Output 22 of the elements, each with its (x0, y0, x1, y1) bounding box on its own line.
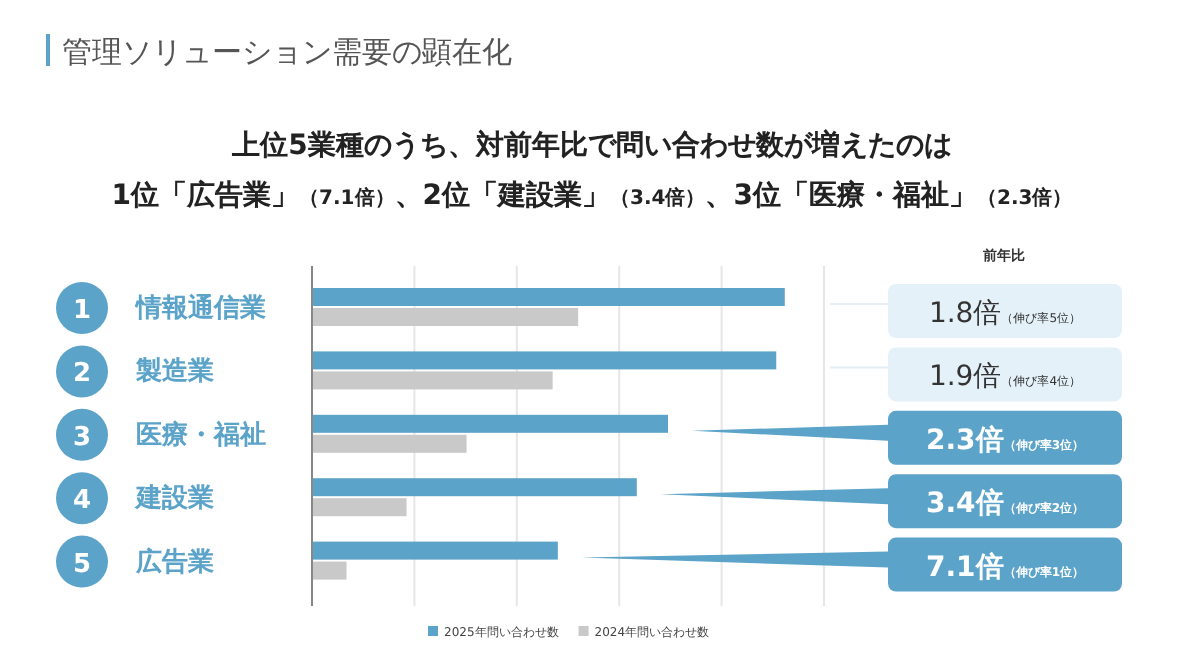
y-tick-label: 建設業 (134, 482, 214, 515)
y-tick-label: 医療・福祉 (136, 418, 266, 451)
bar (312, 288, 785, 306)
bar (312, 371, 553, 390)
bar (312, 478, 637, 497)
bar (312, 414, 668, 433)
text: 5 (72, 549, 92, 580)
bar (312, 351, 777, 370)
bar (312, 308, 579, 326)
bar (312, 434, 467, 453)
bar (312, 541, 558, 560)
text: 4 (72, 486, 92, 517)
chart-title: 管理ソリューション需要の顕在化 (62, 34, 512, 70)
y-tick-label: 広告業 (134, 545, 214, 578)
y-tick-label: 情報通信業 (134, 292, 266, 324)
y-tick-label: 製造業 (134, 357, 214, 388)
text: 3 (72, 422, 92, 453)
bar (312, 498, 407, 517)
chart-subtitle: 上位5業種のうち、対前年比で問い合わせ数が増えたのは 1位「広告業」（7.1倍）、2位「建設業」（3.4倍）、3位「医療・福祉」（2.3倍） (111, 128, 1073, 212)
text: 2 (72, 359, 92, 390)
text: 1 (72, 296, 92, 326)
bar (312, 561, 347, 580)
